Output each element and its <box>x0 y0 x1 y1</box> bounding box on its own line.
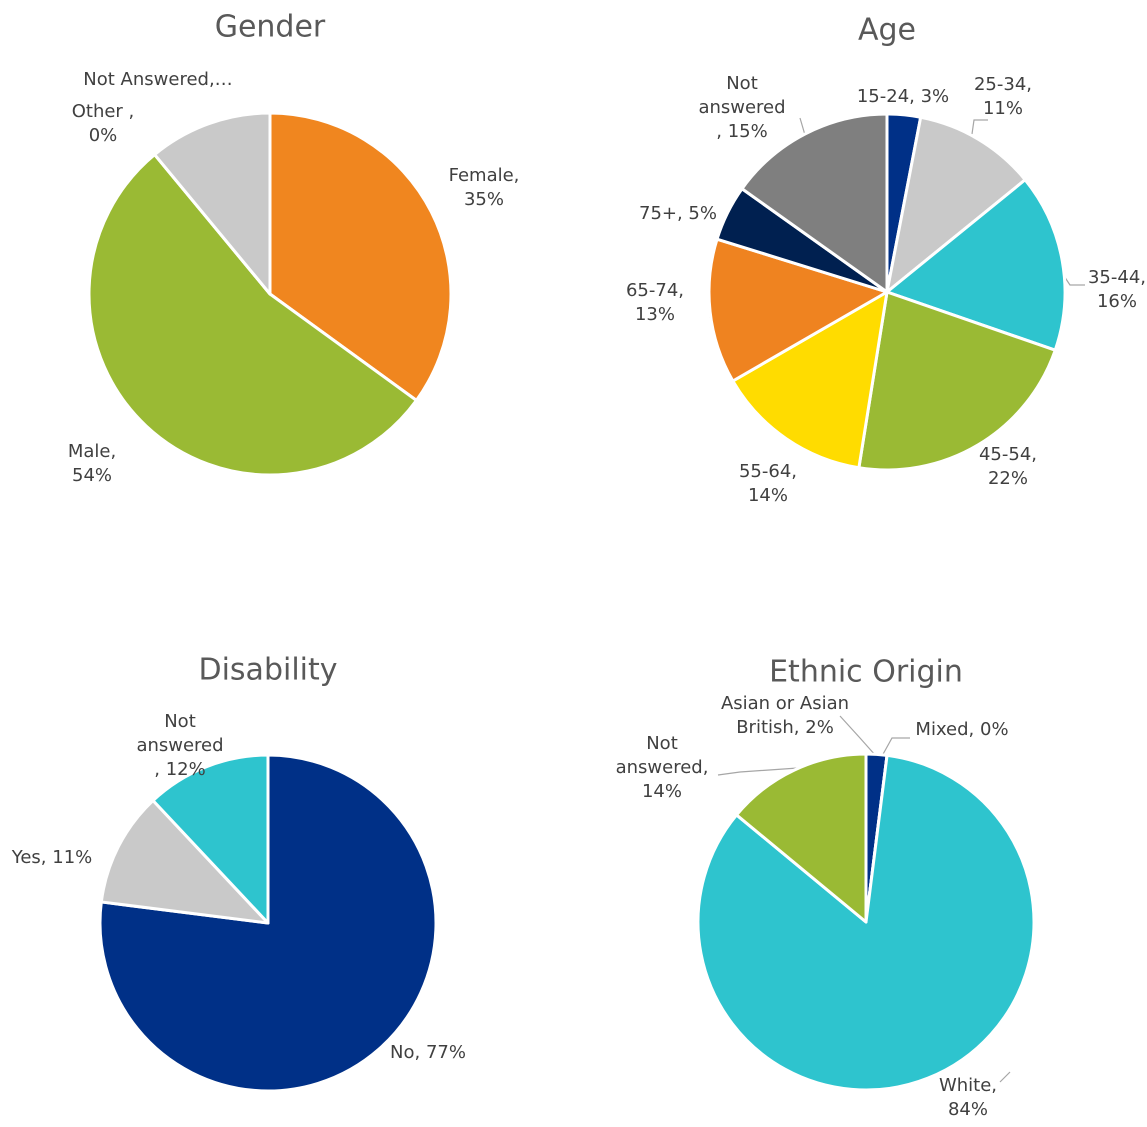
pie-slice <box>707 237 889 383</box>
pie-slice <box>153 111 272 296</box>
data-label: Mixed, 0% <box>915 719 1009 740</box>
data-label: Not answered, 14% <box>615 733 709 802</box>
pie-slice <box>735 752 868 924</box>
data-label: White, 84% <box>938 1075 998 1120</box>
leader-line <box>717 767 799 776</box>
pie-slice <box>731 290 889 470</box>
leader-line <box>799 117 806 136</box>
chart-title: Ethnic Origin <box>769 654 963 690</box>
chart-title: Disability <box>198 652 338 688</box>
data-label: Other , 0% <box>71 101 135 146</box>
data-label: Not Answered,… <box>83 69 233 90</box>
data-label: No, 77% <box>390 1042 466 1063</box>
data-label: Female, 35% <box>448 165 520 210</box>
data-label: 45-54, 22% <box>978 444 1038 489</box>
leader-line <box>999 1071 1011 1083</box>
pie-slice <box>885 178 1067 352</box>
data-label: Male, 54% <box>67 441 117 486</box>
data-label: Yes, 11% <box>11 847 93 868</box>
pie-slice <box>268 111 453 402</box>
pie-slice <box>98 753 438 1093</box>
leader-line <box>971 119 988 135</box>
pie-slice <box>857 290 1057 472</box>
data-label: 65-74, 13% <box>625 280 685 325</box>
leader-line <box>881 737 910 757</box>
pie-slice <box>99 799 270 925</box>
data-label: Not answered , 15% <box>698 73 786 142</box>
pie-slice <box>151 753 270 925</box>
pie-slice <box>885 115 1027 294</box>
pie-slice <box>740 112 889 294</box>
chart-title: Gender <box>214 9 326 45</box>
data-label: 35-44, 16% <box>1087 267 1147 312</box>
data-label: 75+, 5% <box>639 203 717 224</box>
data-label: Not answered , 12% <box>136 711 224 780</box>
data-label: Asian or Asian British, 2% <box>720 693 850 738</box>
chart-title: Age <box>857 12 917 48</box>
data-label: 55-64, 14% <box>738 461 798 506</box>
data-label: 25-34, 11% <box>973 74 1033 119</box>
leader-line <box>839 715 877 757</box>
pie-slice <box>87 153 418 477</box>
data-label: 15-24, 3% <box>856 86 950 107</box>
